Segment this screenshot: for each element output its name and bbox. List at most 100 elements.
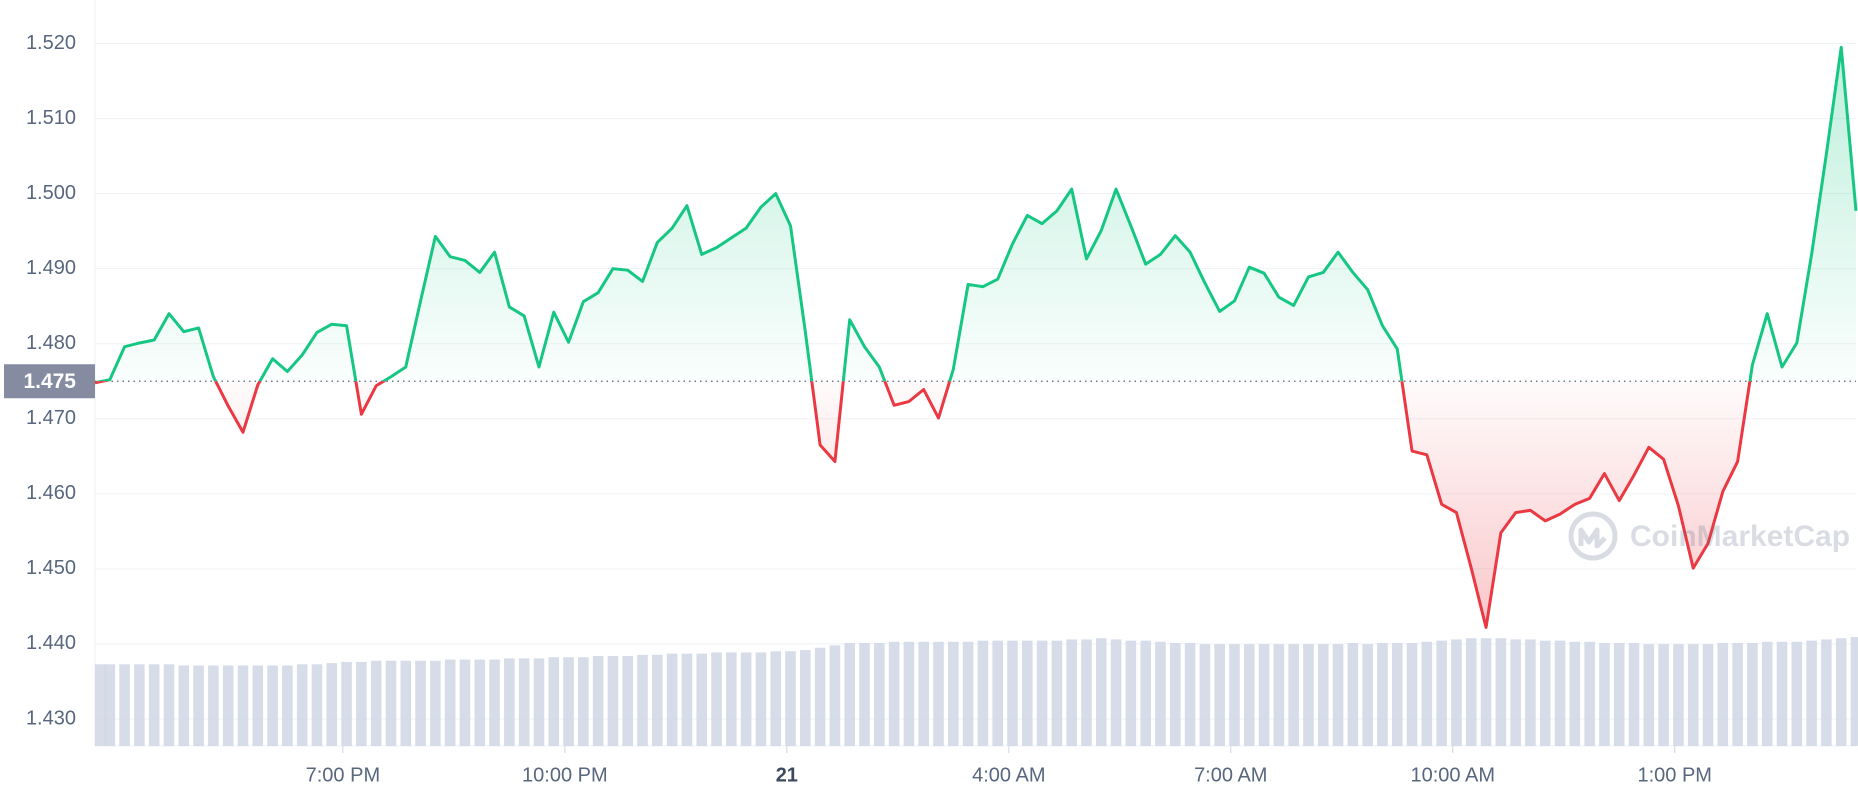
volume-bar: [948, 641, 959, 746]
volume-bar: [918, 641, 929, 746]
y-tick-label: 1.520: [26, 32, 76, 54]
watermark-text: CoinMarketCap: [1630, 520, 1850, 553]
volume-bar: [578, 657, 589, 746]
volume-bar: [962, 641, 974, 746]
volume-bar: [1687, 644, 1699, 746]
volume-bar: [1613, 642, 1625, 746]
volume-bar: [1747, 642, 1758, 746]
baseline-label-box: [4, 364, 95, 399]
volume-bar: [829, 645, 841, 746]
volume-bar: [385, 660, 397, 746]
volume-bar: [1525, 639, 1536, 746]
volume-bar: [1243, 644, 1255, 746]
x-tick-label: 1:00 PM: [1637, 764, 1711, 786]
watermark-logo-mark: [1578, 527, 1607, 549]
volume-bar: [1081, 639, 1092, 746]
volume-bar: [104, 664, 116, 746]
volume-bar: [1184, 642, 1196, 746]
volume-bar: [533, 658, 545, 746]
volume-bar: [1421, 641, 1433, 746]
volume-bar: [1539, 640, 1551, 746]
area-down: [95, 381, 1856, 628]
volume-bar: [282, 665, 293, 746]
price-line-down: [94, 381, 1752, 629]
volume-bar: [1022, 640, 1033, 746]
volume-bar: [163, 664, 175, 746]
volume-bar: [474, 659, 486, 746]
volume-bar: [415, 660, 426, 746]
volume-bar: [1465, 638, 1477, 746]
volume-bar: [1480, 638, 1492, 746]
volume-bar: [326, 663, 338, 746]
volume-bar: [888, 641, 900, 746]
volume-bar: [193, 665, 204, 746]
volume-bar: [148, 664, 160, 746]
volume-bar: [178, 665, 190, 746]
watermark-logo: [1568, 511, 1618, 561]
volume-bar: [844, 642, 855, 746]
volume-bar: [1347, 642, 1359, 746]
y-tick-label: 1.470: [26, 407, 76, 429]
volume-bar: [1096, 638, 1107, 746]
volume-bar: [1628, 642, 1640, 746]
volume-bar: [992, 640, 1003, 746]
volume-bar: [1258, 644, 1270, 746]
y-tick-label: 1.450: [26, 557, 76, 579]
volume-bar: [1229, 644, 1240, 746]
volume-bar: [1554, 640, 1566, 746]
volume-bar: [1214, 644, 1225, 746]
y-tick-label: 1.490: [26, 257, 76, 279]
volume-bar: [119, 664, 130, 746]
volume-bar: [1036, 640, 1048, 746]
y-tick-label: 1.510: [26, 107, 76, 129]
volume-bar: [800, 650, 811, 746]
volume-bar: [977, 640, 989, 746]
volume-bar: [1199, 644, 1211, 746]
x-tick-label: 7:00 PM: [306, 764, 380, 786]
volume-bar: [770, 651, 782, 746]
volume-bar: [859, 642, 870, 746]
x-tick-label: 10:00 AM: [1410, 764, 1495, 786]
volume-bar: [1288, 644, 1299, 746]
volume-bar: [1332, 644, 1344, 746]
volume-bar: [607, 656, 619, 746]
volume-bar: [814, 647, 826, 746]
volume-bar: [1599, 642, 1610, 746]
volume-bar: [1406, 642, 1418, 746]
y-tick-label: 1.430: [26, 707, 76, 729]
volume-bar: [666, 653, 678, 746]
volume-bar: [1051, 640, 1063, 746]
volume-bar: [1835, 638, 1847, 746]
volume-bar: [1850, 637, 1858, 746]
volume-bar: [1495, 638, 1507, 746]
volume-bar: [237, 665, 249, 746]
volume-bar: [267, 665, 278, 746]
y-tick-label: 1.480: [26, 332, 76, 354]
volume-bar: [1643, 644, 1655, 746]
volume-bar: [1821, 639, 1832, 746]
volume-bar: [1791, 641, 1803, 746]
volume-bar: [95, 664, 106, 746]
watermark: CoinMarketCap: [1568, 511, 1850, 561]
volume-bar: [1125, 640, 1137, 746]
volume-bar: [1584, 641, 1595, 746]
volume-bar: [622, 656, 634, 746]
volume-bar: [652, 654, 663, 746]
volume-bar: [1155, 641, 1166, 746]
volume-bar: [1110, 639, 1122, 746]
y-tick-label: 1.460: [26, 482, 76, 504]
volume-bar: [1362, 644, 1373, 746]
volume-bar: [1436, 640, 1447, 746]
volume-bar: [1732, 642, 1743, 746]
volume-bar: [208, 665, 219, 746]
volume-bar: [311, 664, 323, 746]
x-tick-label: 21: [776, 764, 798, 786]
volume-bar: [134, 664, 145, 746]
volume-bar: [681, 653, 693, 746]
volume-bar: [296, 664, 308, 746]
volume-bar: [1761, 641, 1773, 746]
volume-bar: [711, 652, 722, 746]
volume-bar: [1377, 642, 1388, 746]
